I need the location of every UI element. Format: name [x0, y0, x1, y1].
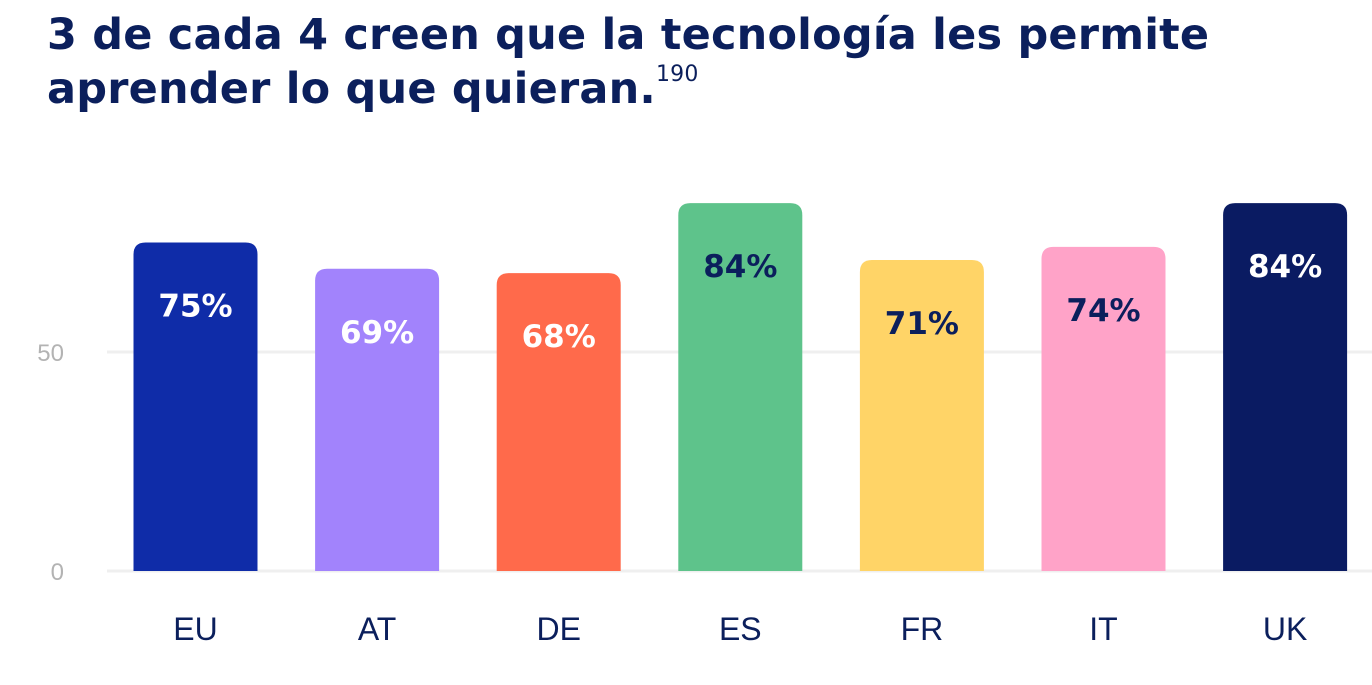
bar-it [1041, 246, 1166, 571]
value-label-uk: 84% [1248, 249, 1322, 285]
value-label-de: 68% [522, 319, 596, 355]
bar-es [678, 203, 803, 571]
label-layer: 75% EU 69% AT 68% DE 84% ES 71% FR 74% IT 84% UK [158, 249, 1322, 647]
category-label-at: AT [358, 611, 397, 647]
value-label-fr: 71% [885, 306, 959, 342]
footnote-number: 190 [655, 62, 699, 87]
bar-uk [1223, 203, 1348, 571]
bar-layer [133, 203, 1348, 571]
value-label-it: 74% [1066, 293, 1140, 329]
bar-eu [133, 242, 258, 571]
chart-title-text: 3 de cada 4 creen que la tecnología les … [47, 10, 1210, 114]
y-tick-label-50: 50 [37, 340, 64, 367]
category-label-fr: FR [901, 611, 944, 647]
category-label-uk: UK [1263, 611, 1307, 647]
category-label-es: ES [719, 611, 762, 647]
value-label-eu: 75% [158, 289, 232, 325]
bar-fr [859, 260, 984, 571]
bar-at [315, 268, 440, 571]
value-label-at: 69% [340, 315, 414, 351]
category-label-it: IT [1089, 611, 1117, 647]
y-tick-label-0: 0 [51, 559, 64, 586]
category-label-de: DE [536, 611, 580, 647]
category-label-eu: EU [173, 611, 217, 647]
chart-title: 3 de cada 4 creen que la tecnología les … [47, 8, 1327, 116]
value-label-es: 84% [703, 249, 777, 285]
bar-de [496, 273, 621, 571]
